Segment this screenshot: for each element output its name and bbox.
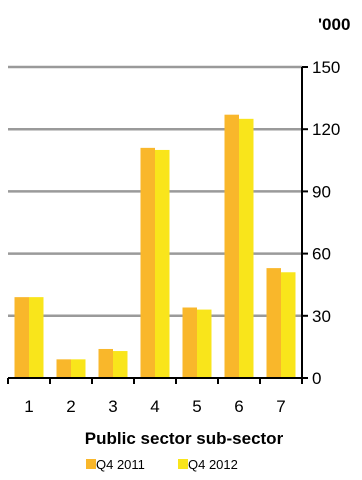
bar-q4-2011-1 (14, 297, 29, 378)
bars (14, 114, 296, 378)
bar-q4-2011-3 (98, 348, 113, 378)
x-axis-ticks: 1 2 3 4 5 6 7 (7, 378, 303, 416)
bar-q4-2012-6 (239, 118, 254, 378)
unit-label: '000 (318, 15, 350, 34)
legend-label: Q4 2012 (188, 457, 238, 472)
bar-q4-2011-4 (140, 147, 155, 378)
x-tick-label: 2 (66, 397, 75, 416)
y-tick-label: 30 (312, 307, 331, 326)
y-tick-label: 0 (312, 369, 321, 388)
y-tick-label: 90 (312, 182, 331, 201)
x-tick-label: 6 (234, 397, 243, 416)
bar-q4-2011-5 (182, 307, 197, 378)
y-tick-label: 60 (312, 245, 331, 264)
bar-q4-2011-6 (224, 114, 239, 378)
axes (8, 67, 303, 379)
x-tick-label: 3 (108, 397, 117, 416)
legend: Q4 2011 Q4 2012 (86, 457, 238, 472)
bar-q4-2012-1 (29, 297, 44, 378)
bar-q4-2012-4 (155, 149, 170, 378)
x-tick-label: 7 (276, 397, 285, 416)
x-tick-label: 1 (24, 397, 33, 416)
bar-q4-2012-3 (113, 351, 128, 378)
x-axis-title: Public sector sub-sector (85, 429, 284, 448)
bar-q4-2012-2 (71, 359, 86, 378)
bar-q4-2012-7 (281, 272, 296, 378)
bar-q4-2011-2 (56, 359, 71, 378)
legend-swatch (178, 459, 188, 469)
bar-q4-2012-5 (197, 309, 212, 378)
legend-label: Q4 2011 (96, 457, 145, 472)
bar-q4-2011-7 (266, 268, 281, 378)
x-tick-label: 4 (150, 397, 159, 416)
legend-swatch (86, 459, 96, 469)
y-tick-label: 120 (312, 120, 340, 139)
x-tick-label: 5 (192, 397, 201, 416)
y-axis-ticks: 0 30 60 90 120 150 (302, 58, 340, 388)
y-tick-label: 150 (312, 58, 340, 77)
